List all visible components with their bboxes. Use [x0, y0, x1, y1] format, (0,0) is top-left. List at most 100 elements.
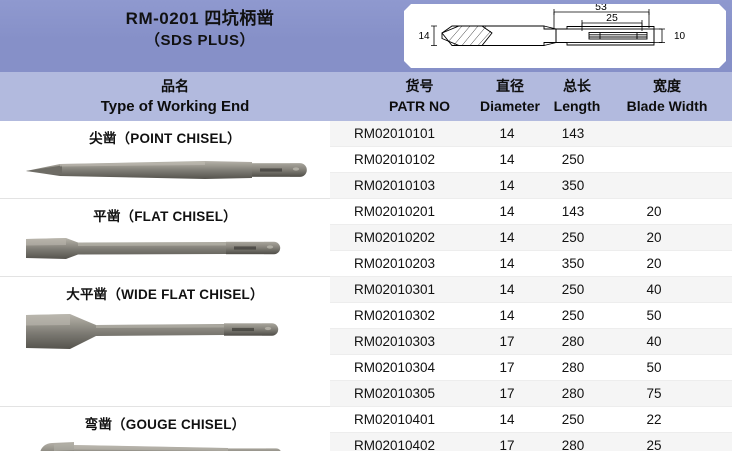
product-block-point-chisel: 尖凿（POINT CHISEL）	[0, 121, 330, 199]
dimension-14	[431, 26, 437, 46]
column-header-blade-width: 宽度 Blade Width	[608, 76, 726, 117]
cell-diameter: 17	[499, 386, 515, 401]
cell-patr-no: RM02010202	[354, 230, 436, 245]
cell-blade-width: 22	[646, 412, 662, 427]
wide-flat-chisel-image	[26, 314, 279, 349]
sds-plus-shank-drawing: 14 10 53	[404, 4, 726, 68]
column-header-type-en: Type of Working End	[100, 98, 250, 116]
table-row[interactable]: RM02010305 17 280 75	[330, 381, 732, 407]
cell-patr-no: RM02010302	[354, 308, 436, 323]
table-row[interactable]: RM02010103 14 350	[330, 173, 732, 199]
cell-blade-width	[618, 121, 690, 147]
cell-length: 280	[561, 360, 585, 375]
cell-length: 143	[561, 126, 585, 141]
point-chisel-image	[26, 161, 307, 179]
dimension-label-14: 14	[418, 31, 430, 42]
cell-blade-width: 25	[646, 438, 662, 453]
dimension-label-10: 10	[674, 31, 686, 42]
column-header-patr-en: PATR NO	[389, 98, 450, 115]
product-art-wide-flat-chisel	[0, 303, 330, 359]
bottom-strip	[0, 451, 732, 459]
table-header-row: 品名 Type of Working End 货号 PATR NO 直径 Dia…	[0, 72, 732, 121]
cell-patr-no: RM02010304	[354, 360, 436, 375]
table-row[interactable]: RM02010401 14 250 22	[330, 407, 732, 433]
cell-blade-width: 75	[646, 386, 662, 401]
table-row[interactable]: RM02010301 14 250 40	[330, 277, 732, 303]
cell-length: 250	[561, 412, 585, 427]
column-header-blade-width-en: Blade Width	[626, 98, 708, 115]
cell-diameter: 14	[499, 308, 515, 323]
product-block-flat-chisel: 平凿（FLAT CHISEL）	[0, 199, 330, 277]
cell-length: 143	[561, 204, 585, 219]
column-header-patr-cn: 货号	[405, 78, 434, 94]
table-row[interactable]: RM02010202 14 250 20	[330, 225, 732, 251]
cell-diameter: 14	[499, 412, 515, 427]
product-label-flat-chisel: 平凿（FLAT CHISEL）	[93, 209, 237, 224]
product-art-point-chisel	[0, 147, 330, 193]
page-title: RM-0201 四坑柄凿 （SDS PLUS）	[0, 8, 400, 51]
cell-patr-no: RM02010301	[354, 282, 436, 297]
product-block-wide-flat-chisel: 大平凿（WIDE FLAT CHISEL）	[0, 277, 330, 407]
cell-diameter: 14	[499, 126, 515, 141]
cell-length: 280	[561, 386, 585, 401]
cell-diameter: 17	[499, 438, 515, 453]
cell-diameter: 14	[499, 230, 515, 245]
cell-diameter: 14	[499, 178, 515, 193]
product-label-gouge-chisel: 弯凿（GOUGE CHISEL）	[84, 417, 246, 432]
cell-blade-width: 40	[646, 282, 662, 297]
cell-blade-width	[618, 147, 690, 173]
title-english: （SDS PLUS）	[144, 31, 255, 49]
cell-patr-no: RM02010305	[354, 386, 436, 401]
cell-patr-no: RM02010203	[354, 256, 436, 271]
table-row[interactable]: RM02010303 17 280 40	[330, 329, 732, 355]
dimension-53	[554, 9, 649, 28]
column-header-diameter-cn: 直径	[496, 78, 524, 94]
cell-length: 280	[561, 334, 585, 349]
column-header-type: 品名 Type of Working End	[40, 76, 310, 118]
cell-blade-width: 50	[646, 360, 662, 375]
table-row[interactable]: RM02010304 17 280 50	[330, 355, 732, 381]
cell-patr-no: RM02010102	[354, 152, 436, 167]
column-header-diameter-en: Diameter	[480, 98, 540, 115]
column-header-length: 总长 Length	[545, 76, 609, 117]
cell-patr-no: RM02010401	[354, 412, 436, 427]
cell-patr-no: RM02010303	[354, 334, 436, 349]
table-row[interactable]: RM02010203 14 350 20	[330, 251, 732, 277]
dimension-label-25: 25	[606, 12, 618, 24]
cell-length: 350	[561, 178, 585, 193]
cell-diameter: 17	[499, 360, 515, 375]
dimension-10	[654, 29, 665, 43]
cell-diameter: 14	[499, 282, 515, 297]
cell-blade-width: 20	[646, 230, 662, 245]
cell-blade-width	[618, 173, 690, 199]
cell-patr-no: RM02010101	[354, 126, 436, 141]
table-row[interactable]: RM02010101 14 143	[330, 121, 732, 147]
title-chinese: RM-0201 四坑柄凿	[125, 9, 275, 28]
table-row[interactable]: RM02010302 14 250 50	[330, 303, 732, 329]
flat-chisel-image	[26, 238, 281, 259]
cell-diameter: 14	[499, 152, 515, 167]
cell-diameter: 17	[499, 334, 515, 349]
cell-diameter: 14	[499, 204, 515, 219]
product-art-flat-chisel	[0, 225, 330, 271]
column-header-blade-width-cn: 宽度	[653, 78, 681, 94]
cell-patr-no: RM02010402	[354, 438, 436, 453]
cell-blade-width: 40	[646, 334, 662, 349]
cell-length: 250	[561, 152, 585, 167]
cell-diameter: 14	[499, 256, 515, 271]
cell-length: 280	[561, 438, 585, 453]
product-label-point-chisel: 尖凿（POINT CHISEL）	[89, 131, 241, 146]
cell-blade-width: 20	[646, 204, 662, 219]
column-header-diameter: 直径 Diameter	[474, 76, 546, 117]
cell-blade-width: 50	[646, 308, 662, 323]
column-header-patr: 货号 PATR NO	[352, 76, 487, 117]
specification-table: RM02010101 14 143 RM02010102 14 250 RM02010103…	[330, 121, 732, 459]
cell-length: 250	[561, 308, 585, 323]
dimension-label-53: 53	[595, 4, 607, 13]
column-header-length-cn: 总长	[563, 78, 591, 94]
table-row[interactable]: RM02010201 14 143 20	[330, 199, 732, 225]
cell-length: 350	[561, 256, 585, 271]
cell-patr-no: RM02010103	[354, 178, 436, 193]
table-row[interactable]: RM02010102 14 250	[330, 147, 732, 173]
